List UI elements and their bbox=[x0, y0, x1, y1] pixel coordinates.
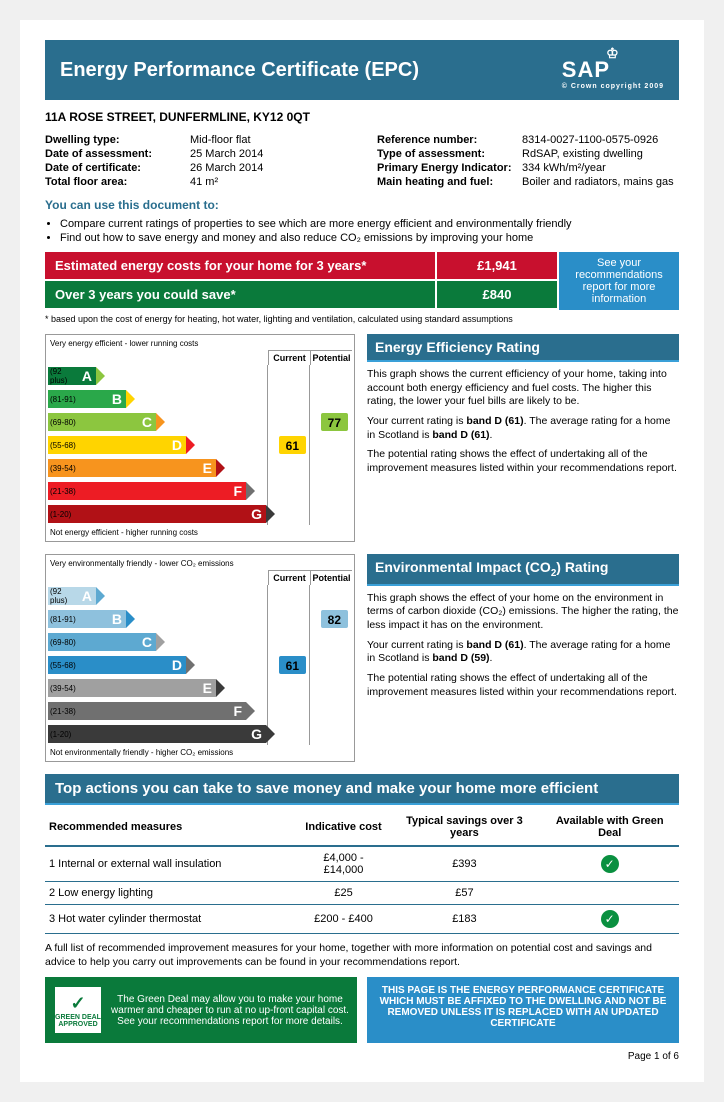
detail-label: Primary Energy Indicator: bbox=[377, 162, 522, 174]
environmental-chart: Very environmentally friendly - lower CO… bbox=[45, 554, 355, 762]
check-icon: ✓ bbox=[601, 855, 619, 873]
table-header: Available with Green Deal bbox=[540, 809, 679, 846]
property-details: Dwelling type:Mid-floor flatDate of asse… bbox=[45, 134, 679, 190]
detail-value: RdSAP, existing dwelling bbox=[522, 148, 679, 160]
efficiency-chart: Very energy efficient - lower running co… bbox=[45, 334, 355, 542]
detail-value: 25 March 2014 bbox=[190, 148, 347, 160]
actions-table: Recommended measuresIndicative costTypic… bbox=[45, 809, 679, 934]
see-recommendations: See your recommendations report for more… bbox=[559, 252, 679, 310]
use-document-heading: You can use this document to: bbox=[45, 198, 679, 212]
potential-rating-badge: 77 bbox=[321, 413, 348, 431]
use-bullets: Compare current ratings of properties to… bbox=[45, 218, 679, 244]
savings-label: Over 3 years you could save* bbox=[45, 281, 435, 308]
efficiency-p1: This graph shows the current efficiency … bbox=[367, 368, 679, 409]
detail-label: Reference number: bbox=[377, 134, 522, 146]
environmental-p1: This graph shows the effect of your home… bbox=[367, 592, 679, 633]
green-deal-logo-icon: ✓ GREEN DEAL APPROVED bbox=[53, 985, 103, 1035]
environmental-p2: Your current rating is band D (61). The … bbox=[367, 639, 679, 666]
detail-label: Total floor area: bbox=[45, 176, 190, 188]
property-address: 11A ROSE STREET, DUNFERMLINE, KY12 0QT bbox=[45, 110, 679, 124]
detail-label: Main heating and fuel: bbox=[377, 176, 522, 188]
detail-value: Mid-floor flat bbox=[190, 134, 347, 146]
efficiency-p3: The potential rating shows the effect of… bbox=[367, 448, 679, 475]
page-title: Energy Performance Certificate (EPC) bbox=[60, 59, 419, 82]
check-icon: ✓ bbox=[601, 910, 619, 928]
bullet-item: Compare current ratings of properties to… bbox=[60, 218, 679, 230]
table-header: Typical savings over 3 years bbox=[388, 809, 540, 846]
detail-value: 26 March 2014 bbox=[190, 162, 347, 174]
table-row: 3 Hot water cylinder thermostat£200 - £4… bbox=[45, 905, 679, 934]
potential-rating-badge: 82 bbox=[321, 610, 348, 628]
table-row: 2 Low energy lighting£25£57 bbox=[45, 882, 679, 905]
green-deal-box: ✓ GREEN DEAL APPROVED The Green Deal may… bbox=[45, 977, 357, 1043]
rating-band-g: G bbox=[48, 725, 266, 743]
detail-label: Type of assessment: bbox=[377, 148, 522, 160]
actions-note: A full list of recommended improvement m… bbox=[45, 942, 679, 969]
table-row: 1 Internal or external wall insulation£4… bbox=[45, 846, 679, 882]
current-rating-badge: 61 bbox=[279, 656, 306, 674]
header-bar: Energy Performance Certificate (EPC) ♔ S… bbox=[45, 40, 679, 100]
sap-logo: ♔ SAP © Crown copyright 2009 bbox=[562, 50, 664, 90]
rating-band-g: G bbox=[48, 505, 266, 523]
detail-label: Date of certificate: bbox=[45, 162, 190, 174]
environmental-header: Environmental Impact (CO2) Rating bbox=[367, 554, 679, 586]
detail-label: Dwelling type: bbox=[45, 134, 190, 146]
certificate-notice: THIS PAGE IS THE ENERGY PERFORMANCE CERT… bbox=[367, 977, 679, 1043]
actions-header: Top actions you can take to save money a… bbox=[45, 774, 679, 805]
efficiency-header: Energy Efficiency Rating bbox=[367, 334, 679, 362]
detail-value: Boiler and radiators, mains gas bbox=[522, 176, 679, 188]
environmental-p3: The potential rating shows the effect of… bbox=[367, 672, 679, 699]
efficiency-p2: Your current rating is band D (61). The … bbox=[367, 415, 679, 442]
table-header: Indicative cost bbox=[299, 809, 389, 846]
detail-value: 8314-0027-1100-0575-0926 bbox=[522, 134, 679, 146]
detail-value: 41 m² bbox=[190, 176, 347, 188]
cost-footnote: * based upon the cost of energy for heat… bbox=[45, 314, 679, 324]
detail-value: 334 kWh/m²/year bbox=[522, 162, 679, 174]
estimated-cost-label: Estimated energy costs for your home for… bbox=[45, 252, 435, 279]
savings-value: £840 bbox=[437, 281, 557, 308]
detail-label: Date of assessment: bbox=[45, 148, 190, 160]
current-rating-badge: 61 bbox=[279, 436, 306, 454]
page-number: Page 1 of 6 bbox=[45, 1051, 679, 1062]
table-header: Recommended measures bbox=[45, 809, 299, 846]
bullet-item: Find out how to save energy and money an… bbox=[60, 232, 679, 244]
estimated-cost-value: £1,941 bbox=[437, 252, 557, 279]
